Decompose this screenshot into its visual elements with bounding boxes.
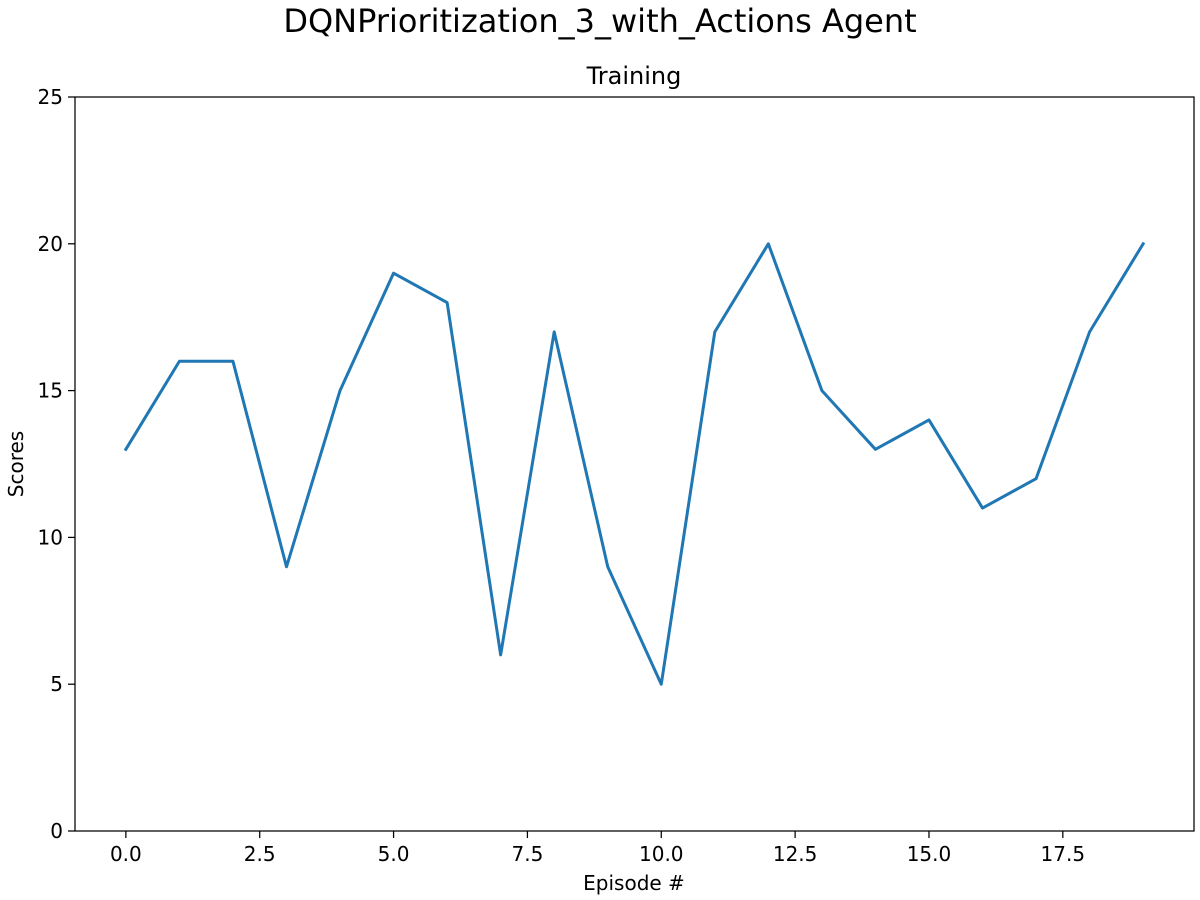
y-axis-ticks: 0 5 10 15 20 25 [38, 85, 75, 843]
axes [74, 96, 1195, 832]
x-axis-ticks: 0.0 2.5 5.0 7.5 10.0 12.5 15.0 17.5 [110, 831, 1085, 866]
x-tick-label: 15.0 [907, 842, 952, 866]
y-axis-label: Scores [4, 431, 28, 497]
x-axis-label: Episode # [583, 871, 685, 895]
x-tick-label: 7.5 [512, 842, 544, 866]
chart-title: DQNPrioritization_3_with_Actions Agent [283, 2, 916, 40]
x-tick-label: 17.5 [1041, 842, 1086, 866]
x-tick-label: 5.0 [378, 842, 410, 866]
y-tick-label: 5 [50, 672, 63, 696]
plot-area-frame [74, 96, 1195, 832]
y-tick-label: 10 [38, 525, 63, 549]
score-series-line [123, 241, 1146, 686]
series-lines [123, 241, 1146, 686]
x-tick-label: 2.5 [244, 842, 276, 866]
y-tick-label: 20 [38, 232, 63, 256]
y-tick-label: 0 [50, 819, 63, 843]
x-tick-label: 0.0 [110, 842, 142, 866]
y-tick-label: 25 [38, 85, 63, 109]
y-tick-label: 15 [38, 379, 63, 403]
x-tick-label: 10.0 [639, 842, 684, 866]
chart-subtitle: Training [586, 62, 682, 90]
x-tick-label: 12.5 [773, 842, 818, 866]
